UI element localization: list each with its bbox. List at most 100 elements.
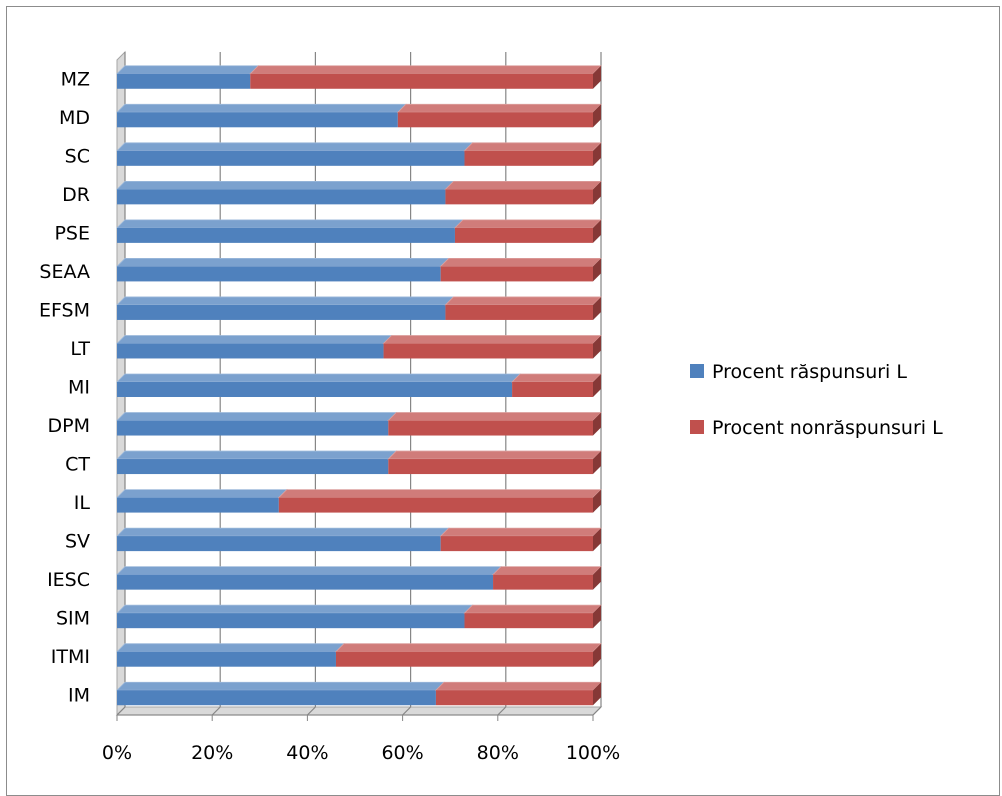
category-label: MD — [59, 107, 90, 129]
bar-top-face — [116, 681, 445, 691]
bar-top-face — [116, 65, 260, 75]
bar-segment — [512, 382, 593, 397]
bar-segment — [117, 690, 436, 706]
bar-segment — [117, 150, 465, 166]
bar-segment — [117, 536, 441, 552]
bar-segment — [397, 112, 593, 128]
legend-label: Procent nonrăspunsuri L — [712, 417, 943, 439]
bar-side-face — [593, 104, 601, 128]
bar-side-face — [593, 374, 601, 397]
bar-side-face — [593, 566, 601, 590]
bar-segment — [493, 574, 593, 590]
bar-segment — [445, 304, 593, 320]
category-label: SEAA — [39, 261, 90, 283]
bar-segment — [117, 651, 336, 667]
category-label: MZ — [61, 68, 90, 90]
bar-side-face — [593, 605, 601, 629]
category-label: IL — [74, 492, 91, 514]
bar-side-face — [593, 258, 601, 282]
bar-segment — [117, 189, 446, 205]
bar-top-face — [249, 65, 602, 75]
bar-segment — [464, 150, 593, 166]
x-tick-label: 100% — [566, 742, 620, 764]
bar-top-face — [116, 450, 398, 460]
bar-segment — [117, 266, 441, 282]
bar-segment — [388, 420, 593, 436]
bar-side-face — [593, 181, 601, 205]
bar-side-face — [593, 682, 601, 706]
bar-segment — [464, 613, 593, 629]
legend: Procent răspunsuri L Procent nonrăspunsur… — [690, 361, 943, 439]
bar-top-face — [387, 412, 602, 421]
bar-side-face — [593, 528, 601, 552]
bar-top-face — [116, 335, 393, 344]
bar-segment — [383, 343, 593, 359]
bar-top-face — [116, 142, 474, 152]
bar-segment — [117, 343, 384, 359]
bar-top-face — [116, 412, 398, 421]
bar-segment — [117, 420, 389, 436]
bar-segment — [435, 690, 593, 706]
bar-top-face — [116, 373, 522, 383]
bar-side-face — [593, 296, 601, 320]
bar-segment — [278, 497, 593, 513]
bar-top-face — [116, 103, 407, 113]
bar-top-face — [116, 643, 345, 653]
x-tick-label: 0% — [102, 742, 132, 764]
bar-segment — [454, 227, 593, 243]
gridline-floor — [497, 706, 507, 716]
bar-top-face — [116, 296, 455, 306]
bar-top-face — [463, 142, 602, 152]
x-tick-labels: 0% 20% 40% 60% 80% 100% — [102, 742, 620, 764]
bar-segment — [335, 651, 593, 667]
bar-top-face — [116, 527, 450, 537]
bar-side-face — [593, 335, 601, 359]
bar-segment — [117, 112, 398, 128]
category-label: DPM — [48, 415, 90, 437]
bar-segment — [117, 73, 251, 89]
category-label: SIM — [56, 608, 90, 630]
category-label: IESC — [47, 569, 90, 591]
bar-top-face — [116, 219, 464, 229]
bar-top-face — [439, 258, 602, 267]
bar-side-face — [593, 65, 601, 89]
bar-segment — [250, 73, 593, 89]
legend-swatch — [690, 420, 704, 434]
bars — [116, 65, 602, 706]
bar-side-face — [593, 142, 601, 166]
gridline-floor — [592, 706, 602, 716]
category-label: IM — [68, 685, 90, 707]
gridline-floor — [402, 706, 412, 716]
legend-label: Procent răspunsuri L — [712, 361, 907, 383]
bar-top-face — [439, 527, 602, 537]
bar-segment — [117, 459, 389, 475]
bar-segment — [440, 536, 593, 552]
bar-segment — [117, 613, 465, 629]
bar-side-face — [593, 489, 601, 513]
bar-side-face — [593, 219, 601, 243]
bar-top-face — [382, 335, 602, 344]
bar-segment — [440, 266, 593, 282]
bar-segment — [445, 189, 593, 205]
bar-top-face — [116, 566, 503, 576]
category-label: ITMI — [51, 646, 90, 668]
bar-segment — [117, 382, 513, 397]
gridline-floor — [116, 706, 126, 716]
category-label: SV — [65, 531, 90, 553]
bar-segment — [117, 574, 494, 590]
category-label: SC — [65, 145, 90, 167]
bar-top-face — [511, 373, 602, 383]
category-label: PSE — [54, 222, 90, 244]
bar-top-face — [434, 681, 602, 691]
category-label: CT — [65, 454, 90, 476]
bar-segment — [117, 227, 455, 243]
bar-side-face — [593, 643, 601, 667]
bar-segment — [388, 459, 593, 475]
gridline-floor — [211, 706, 221, 716]
bar-top-face — [116, 180, 455, 190]
bar-top-face — [387, 450, 602, 460]
bar-top-face — [463, 604, 602, 614]
bar-top-face — [277, 489, 602, 498]
legend-swatch — [690, 364, 704, 378]
